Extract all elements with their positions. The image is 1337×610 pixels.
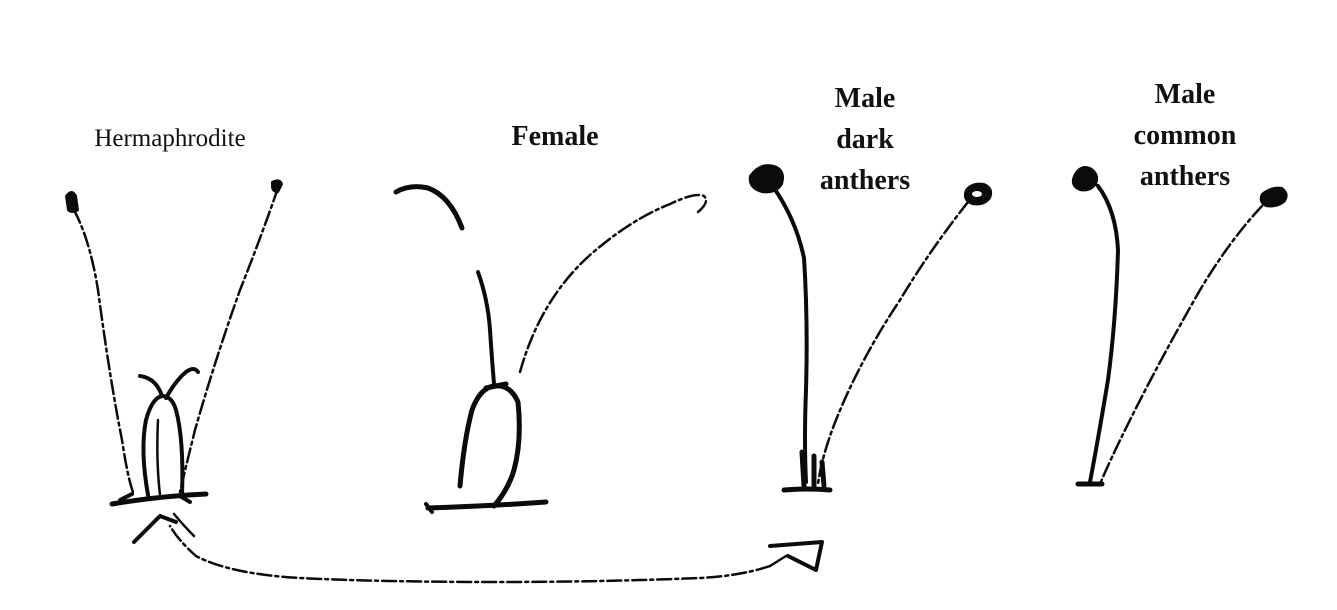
label-female: Female — [455, 116, 655, 157]
hermaphrodite-left-style — [138, 374, 164, 398]
hermaphrodite-ovary — [141, 394, 185, 497]
male-dark-base — [781, 486, 833, 493]
hermaphrodite-flower — [65, 179, 283, 507]
male-common-right-anther — [1259, 186, 1288, 208]
female-style — [476, 270, 496, 386]
label-male-dark-line-2: dark — [836, 124, 894, 155]
female-base-underline — [424, 502, 434, 514]
female-flower — [393, 184, 708, 514]
label-male-common-line-2: common — [1133, 120, 1237, 151]
male-dark-anthers-flower — [748, 164, 993, 493]
female-left-staminode — [393, 184, 465, 231]
female-ovary-knot — [483, 381, 509, 391]
label-male-dark-line-1: Male — [834, 83, 896, 114]
label-hermaphrodite: Hermaphrodite — [60, 118, 280, 159]
hermaphrodite-right-anther — [271, 179, 283, 193]
label-hermaphrodite-text: Hermaphrodite — [94, 125, 246, 152]
arrow-curve — [168, 524, 772, 584]
male-common-anthers-flower — [1071, 166, 1288, 487]
arrow-tail-mark — [768, 540, 824, 572]
hermaphrodite-left-filament — [72, 208, 136, 497]
male-dark-right-filament — [816, 200, 970, 486]
hermaphrodite-base-tick — [118, 492, 192, 504]
label-female-text: Female — [511, 121, 599, 152]
pollination-arrow — [132, 512, 824, 584]
female-right-staminode — [518, 193, 708, 374]
male-common-right-filament — [1098, 204, 1264, 486]
hermaphrodite-inner-line — [156, 418, 162, 497]
female-ovary — [457, 383, 522, 509]
label-male-dark-anthers: Male dark anthers — [775, 78, 955, 201]
arrow-inner-curve — [172, 512, 196, 538]
arrow-tail-dash — [768, 554, 788, 568]
label-male-dark-line-3: anthers — [819, 165, 911, 196]
male-common-left-anther — [1071, 166, 1099, 192]
male-dark-stubs — [799, 449, 827, 489]
hermaphrodite-base — [109, 491, 209, 507]
hermaphrodite-left-anther — [65, 191, 79, 213]
label-male-common-line-1: Male — [1154, 79, 1216, 110]
male-dark-left-filament — [772, 186, 809, 484]
male-dark-left-anther — [748, 164, 784, 194]
label-male-common-line-3: anthers — [1139, 161, 1231, 192]
male-common-left-filament — [1088, 184, 1120, 484]
hermaphrodite-right-filament — [178, 186, 280, 494]
hermaphrodite-right-style — [164, 367, 200, 400]
arrow-head — [132, 514, 178, 544]
label-male-common-anthers: Male common anthers — [1095, 74, 1275, 197]
male-dark-right-anther-center — [972, 191, 982, 197]
female-base — [425, 499, 549, 511]
